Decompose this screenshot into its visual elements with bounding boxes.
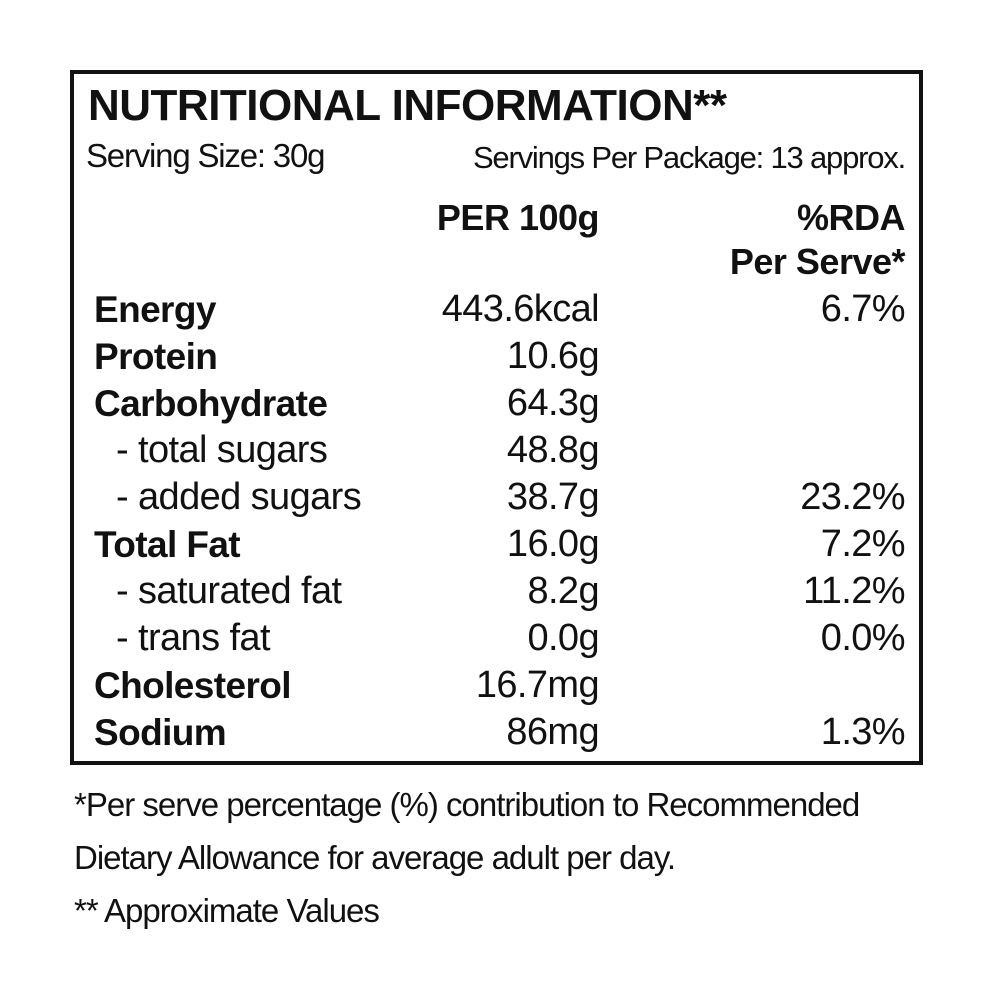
nutrient-row-total-sugars: - total sugars 48.8g <box>74 427 919 474</box>
nutrient-per-100g: 16.0g <box>506 523 600 565</box>
footnote-rda-line1: *Per serve percentage (%) contribution t… <box>74 786 860 823</box>
nutrient-row-total-fat: Total Fat 16.0g 7.2% <box>74 521 919 568</box>
column-header-rda: %RDA <box>796 197 906 238</box>
nutrient-per-100g: 48.8g <box>506 429 600 471</box>
serving-size: Serving Size: 30g <box>86 137 325 174</box>
nutrient-per-100g: 10.6g <box>506 335 600 377</box>
column-header-per-serve: Per Serve* <box>729 241 906 282</box>
nutrient-rda: 1.3% <box>820 711 906 753</box>
nutrient-rda: 7.2% <box>820 523 906 565</box>
nutrition-panel: NUTRITIONAL INFORMATION** Serving Size: … <box>70 70 923 765</box>
nutrient-name: Carbohydrate <box>94 383 328 424</box>
nutrient-name: - trans fat <box>116 617 271 659</box>
nutrient-row-saturated-fat: - saturated fat 8.2g 11.2% <box>74 568 919 615</box>
nutrient-name: - added sugars <box>116 476 362 518</box>
nutrient-rda: 11.2% <box>803 570 906 612</box>
nutrient-per-100g: 86mg <box>506 711 599 753</box>
nutrient-rda: 23.2% <box>800 476 905 518</box>
panel-title: NUTRITIONAL INFORMATION** <box>88 81 727 130</box>
footnote-rda-line2: Dietary Allowance for average adult per … <box>74 839 676 876</box>
nutrient-per-100g: 8.2g <box>527 570 599 612</box>
nutrient-row-carbohydrate: Carbohydrate 64.3g <box>74 380 919 427</box>
nutrient-name: - total sugars <box>116 429 328 471</box>
nutrient-rda: 0.0% <box>820 617 906 659</box>
footnotes: *Per serve percentage (%) contribution t… <box>74 778 934 937</box>
nutrient-name: Total Fat <box>94 524 241 565</box>
nutrient-row-cholesterol: Cholesterol 16.7mg <box>74 662 919 709</box>
nutrient-name: - saturated fat <box>116 570 342 612</box>
nutrient-per-100g: 0.0g <box>527 617 599 659</box>
nutrient-per-100g: 38.7g <box>506 476 600 518</box>
column-header-per-100g: PER 100g <box>436 197 600 238</box>
nutrient-name: Protein <box>94 336 218 377</box>
nutrient-name: Cholesterol <box>94 665 292 706</box>
nutrient-name: Energy <box>94 289 216 330</box>
nutrient-per-100g: 64.3g <box>506 382 600 424</box>
nutrient-row-energy: Energy 443.6kcal 6.7% <box>74 286 919 333</box>
nutrient-row-trans-fat: - trans fat 0.0g 0.0% <box>74 615 919 662</box>
nutrient-rda: 6.7% <box>820 288 906 330</box>
nutrient-per-100g: 16.7mg <box>475 664 600 706</box>
nutrient-row-protein: Protein 10.6g <box>74 333 919 380</box>
nutrient-row-added-sugars: - added sugars 38.7g 23.2% <box>74 474 919 521</box>
nutrient-name: Sodium <box>94 712 227 753</box>
servings-per-package: Servings Per Package: 13 approx. <box>472 140 906 175</box>
nutrient-table: Energy 443.6kcal 6.7% Protein 10.6g Carb… <box>74 286 919 756</box>
nutrient-row-sodium: Sodium 86mg 1.3% <box>74 709 919 756</box>
footnote-approximate: ** Approximate Values <box>74 892 380 929</box>
nutrient-per-100g: 443.6kcal <box>441 288 600 330</box>
